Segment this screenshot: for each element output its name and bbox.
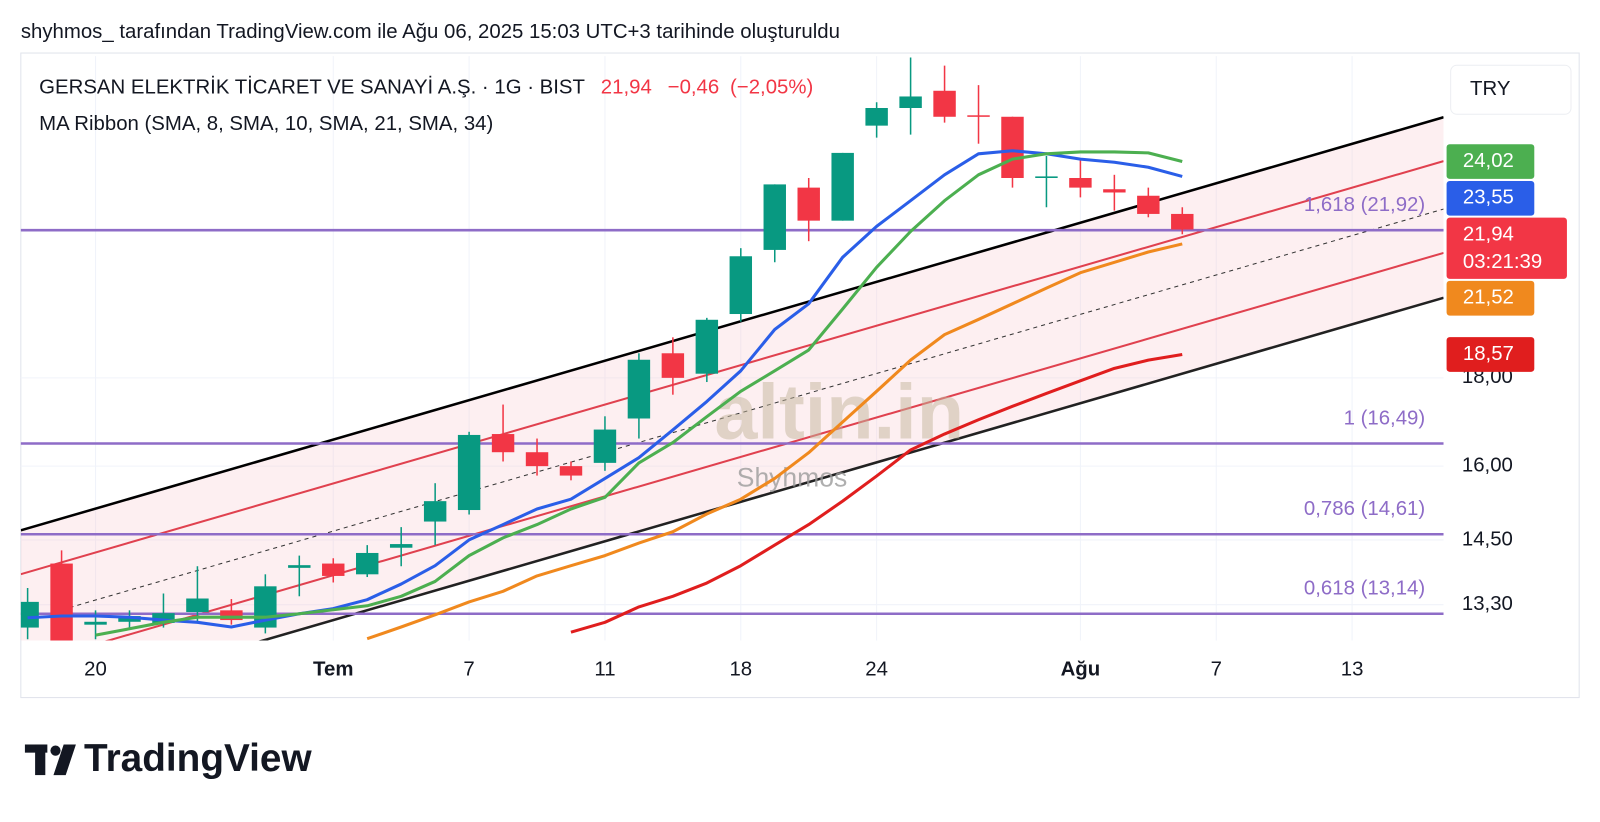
candle-body [1171, 213, 1194, 230]
ma-line [570, 352, 1183, 634]
candle-body [423, 501, 447, 522]
change-percent: (−2,05%) [730, 77, 813, 99]
x-tick-label: 7 [1211, 658, 1222, 680]
candle-body [491, 434, 515, 453]
ma-line [95, 150, 1183, 637]
chart-frame [20, 52, 1580, 699]
x-tick-label: 20 [84, 658, 107, 680]
price-tag-label: 24,02 [1463, 150, 1514, 172]
grid [20, 56, 1444, 641]
currency-box[interactable] [1450, 64, 1572, 115]
x-tick-label: 11 [594, 658, 615, 680]
countdown: 03:21:39 [1463, 251, 1542, 273]
fib-label: 0,786 (14,61) [1304, 498, 1425, 520]
channel-mid [61, 208, 1444, 611]
candle-body [1035, 176, 1058, 178]
price-tag [1446, 180, 1535, 216]
candle-body [1137, 195, 1160, 214]
candle-body [50, 563, 73, 641]
channel-inner-lower [104, 251, 1444, 641]
x-tick-label: Tem [313, 658, 353, 680]
price-tag [1446, 280, 1535, 316]
price-tag-label: 23,55 [1463, 187, 1514, 209]
candle-body [1069, 177, 1092, 188]
candle-body [933, 90, 956, 117]
logo-slash [53, 744, 76, 776]
watermark-brand: altin.in [714, 370, 964, 456]
ma-line [27, 149, 1183, 629]
candle-body [593, 429, 617, 463]
x-tick-label: 18 [729, 658, 752, 680]
channel-inner-upper [20, 160, 1444, 576]
price-tag [1446, 337, 1535, 372]
footer-logo: TradingView [24, 737, 312, 780]
fib-label: 0,618 (13,14) [1304, 578, 1425, 600]
y-tick-label: 13,30 [1462, 593, 1513, 615]
header-text: shyhmos_ tarafından TradingView.com ile … [21, 21, 840, 43]
symbol: GERSAN ELEKTRİK TİCARET VE SANAYİ A.Ş. ·… [39, 76, 585, 99]
channel-upper [20, 116, 1444, 532]
y-tick-label: 14,50 [1462, 528, 1513, 550]
candle-body [457, 434, 481, 511]
plot [20, 57, 1194, 641]
candle-body [118, 616, 141, 622]
change: −0,46 [668, 77, 720, 99]
logo-dot [50, 745, 61, 756]
watermark-author: Shyhmos [737, 462, 847, 492]
last-price: 21,94 [601, 77, 652, 99]
candle-body [525, 452, 549, 467]
candle-body [84, 621, 107, 625]
candle-body [186, 598, 209, 613]
x-tick-label: Ağu [1061, 658, 1101, 680]
candle-body [1103, 189, 1126, 193]
candle-body [288, 565, 311, 568]
candle-body [661, 353, 685, 378]
legend-title: GERSAN ELEKTRİK TİCARET VE SANAYİ A.Ş. ·… [39, 76, 813, 99]
candle-body [899, 96, 922, 109]
candle-body [729, 256, 753, 315]
x-tick-label: 7 [463, 658, 474, 680]
candle-body [559, 466, 583, 476]
price-tag-label: 21,52 [1463, 287, 1514, 309]
currency: TRY [1470, 78, 1511, 100]
fib-levels: 1,618 (21,92) 1 (16,49) 0,786 (14,61) 0,618… [20, 194, 1444, 616]
logo-stem [35, 744, 46, 776]
candle-body [797, 187, 820, 221]
candle-body [831, 152, 854, 221]
price-tag-label: 18,57 [1463, 343, 1514, 365]
candle-body [322, 563, 345, 576]
fib-label: 1,618 (21,92) [1304, 194, 1425, 216]
candle-body [695, 319, 719, 374]
ma-line [366, 242, 1183, 641]
y-tick-label: 16,00 [1462, 455, 1513, 477]
footer-brand: TradingView [84, 737, 312, 780]
fib-label: 1 (16,49) [1344, 407, 1426, 429]
x-tick-label: 13 [1341, 658, 1364, 680]
candle-body [763, 184, 786, 250]
candle-body [20, 601, 39, 628]
price-tag [1446, 217, 1567, 279]
price-tag-label: 21,94 [1463, 223, 1514, 245]
x-tick-label: 24 [865, 658, 888, 680]
candle-body [627, 359, 651, 419]
candle-body [152, 613, 175, 623]
candle-body [967, 115, 990, 117]
candle-body [865, 108, 888, 126]
candle-body [1001, 116, 1024, 178]
candle-body [356, 552, 379, 575]
indicator-legend: MA Ribbon (SMA, 8, SMA, 10, SMA, 21, SMA… [39, 113, 493, 135]
price-tag [1446, 144, 1535, 179]
candle-body [220, 610, 243, 621]
candle-body [389, 544, 413, 548]
